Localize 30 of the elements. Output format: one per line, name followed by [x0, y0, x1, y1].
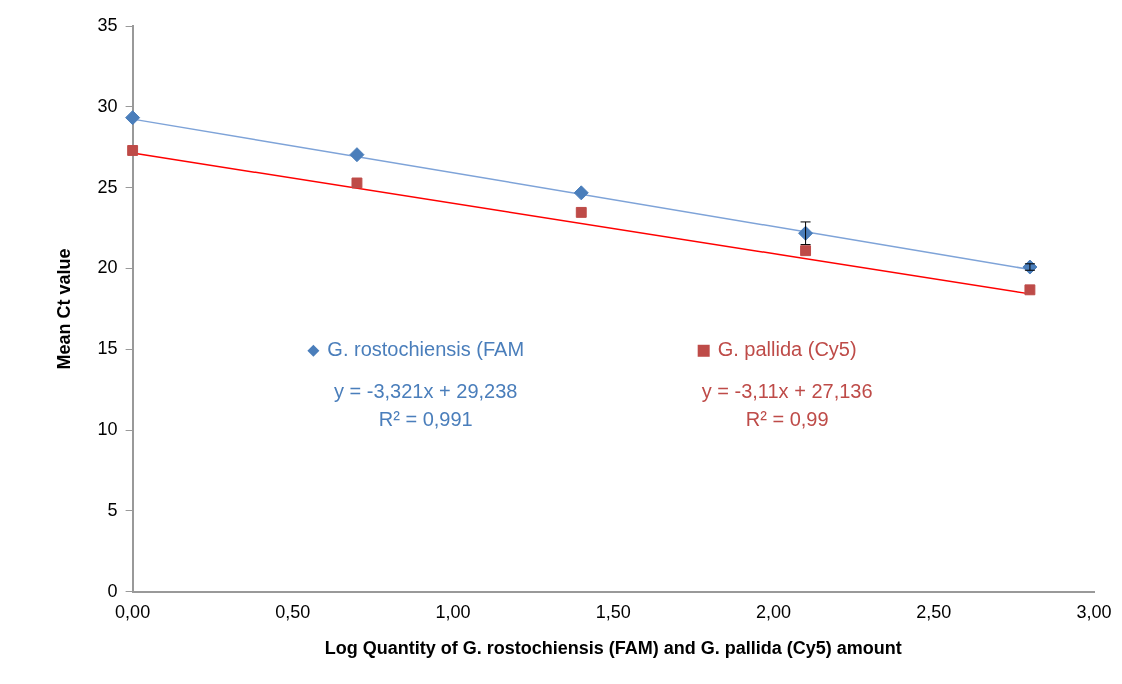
legend-label: G. rostochiensis (FAM	[327, 338, 525, 361]
x-axis-title: Log Quantity of G. rostochiensis (FAM) and G. pallida (Cy5) amount	[324, 638, 902, 659]
point	[351, 177, 363, 189]
y-tick-label: 10	[97, 419, 118, 440]
x-tick-label: 1,00	[435, 601, 471, 622]
point	[349, 147, 365, 163]
x-tick-label: 3,00	[1076, 601, 1112, 622]
point	[127, 145, 139, 156]
point	[573, 185, 589, 201]
y-tick-label: 35	[97, 14, 118, 35]
y-tick-label: 5	[107, 499, 118, 520]
point	[1024, 284, 1036, 296]
point	[1022, 259, 1038, 275]
x-tick-label: 1,50	[595, 601, 631, 622]
y-tick-label: 20	[97, 257, 118, 278]
y-axis-title: Mean Ct value	[53, 248, 74, 370]
y-tick-label: 25	[97, 176, 118, 197]
point	[125, 110, 141, 126]
x-tick-label: 0,00	[115, 601, 151, 622]
y-tick-label: 15	[97, 338, 118, 359]
y-tick-label: 30	[97, 95, 118, 116]
x-tick-label: 0,50	[275, 601, 311, 622]
x-tick-label: 2,00	[756, 601, 792, 622]
x-tick-label: 2,50	[916, 601, 952, 622]
legend-label: G. pallida (Cy5)	[717, 338, 857, 361]
annotation: y = -3,321x + 29,238 R² = 0,991	[333, 380, 518, 431]
y-tick-label: 0	[107, 580, 118, 601]
point	[575, 206, 587, 218]
point	[800, 245, 812, 257]
annotation: y = -3,11x + 27,136 R² = 0,99	[701, 380, 873, 431]
